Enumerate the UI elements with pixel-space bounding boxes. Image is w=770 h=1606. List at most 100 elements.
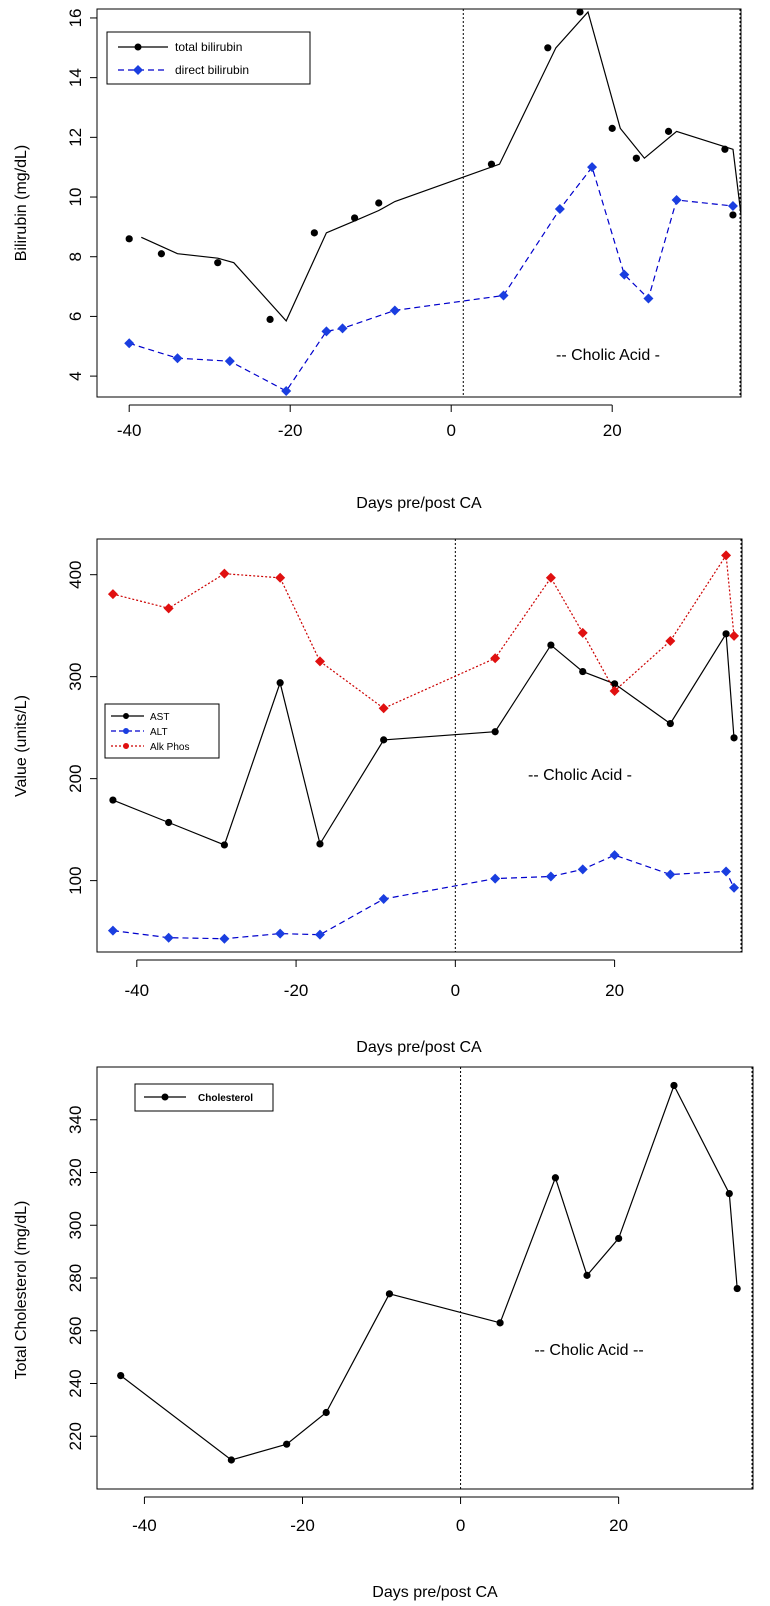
data-point-total-bilirubin <box>266 315 274 323</box>
cholic-acid-annotation: -- Cholic Acid - <box>528 767 632 784</box>
data-point-cholesterol <box>670 1081 678 1090</box>
series-line-total-bilirubin <box>141 10 742 322</box>
data-point-alt <box>378 893 389 904</box>
data-point-direct-bilirubin <box>389 305 400 316</box>
cholesterol-panel: 220 240 260 280 300 320 340 -40 -20 0 20 -- Choli… <box>13 1066 754 1601</box>
x-tick-label: -20 <box>284 981 309 1000</box>
data-point-cholesterol <box>725 1190 733 1198</box>
data-point-ast <box>547 641 555 649</box>
data-point-total-bilirubin <box>664 127 673 135</box>
y-tick-label: 16 <box>66 8 85 27</box>
data-point-alt <box>545 871 556 882</box>
y-tick-label: 4 <box>66 371 85 380</box>
legend-marker-direct-bilirubin <box>133 65 143 75</box>
plot-frame-bilirubin <box>96 8 742 398</box>
data-point-alt <box>219 933 230 944</box>
data-point-alt <box>275 928 286 939</box>
data-point-ast <box>730 734 738 742</box>
y-axis-title: Total Cholesterol (mg/dL) <box>13 1201 30 1380</box>
legend-marker-alt <box>123 728 129 734</box>
data-point-cholesterol <box>551 1174 560 1182</box>
legend-box <box>106 31 311 85</box>
x-tick-label: -20 <box>290 1516 315 1535</box>
series-line-alt <box>112 854 735 940</box>
data-point-cholesterol <box>615 1234 623 1243</box>
y-tick-label: 6 <box>66 312 85 321</box>
x-axis-title: Days pre/post CA <box>356 495 482 512</box>
y-tick-label: 200 <box>66 764 85 792</box>
data-point-alt <box>665 869 676 880</box>
data-point-direct-bilirubin <box>337 323 348 334</box>
y-tick-label: 8 <box>66 252 85 261</box>
y-axis-title: Value (units/L) <box>13 695 30 797</box>
legend-marker-alk-phos <box>123 743 129 749</box>
cholic-acid-annotation: -- Cholic Acid - <box>556 347 660 364</box>
series-line-alk-phos <box>112 553 735 709</box>
y-tick-label: 300 <box>66 1211 85 1239</box>
legend-label-total-bilirubin: total bilirubin <box>175 40 242 54</box>
legend-label-ast: AST <box>150 712 169 723</box>
legend-label-alt: ALT <box>150 727 168 738</box>
data-point-total-bilirubin <box>576 8 584 16</box>
data-point-ast <box>722 630 730 638</box>
data-point-total-bilirubin <box>310 229 318 237</box>
data-point-cholesterol <box>322 1408 330 1417</box>
legend-marker-cholesterol <box>161 1093 169 1101</box>
data-point-cholesterol <box>385 1290 394 1298</box>
y-axis-title: Bilirubin (mg/dL) <box>13 145 30 261</box>
bilirubin-series <box>124 8 742 397</box>
y-axis-bilirubin: 4 6 8 10 12 14 16 <box>66 8 97 381</box>
data-point-alk-phos <box>275 572 286 583</box>
y-tick-label: 340 <box>66 1106 85 1134</box>
x-tick-label: -40 <box>132 1516 157 1535</box>
plot-frame-cholesterol <box>96 1066 754 1490</box>
data-point-alk-phos <box>378 703 389 714</box>
data-point-direct-bilirubin <box>498 290 509 301</box>
data-point-ast <box>610 680 619 688</box>
bilirubin-panel: 4 6 8 10 12 14 16 -40 -20 0 20 -- Cholic Acid - D… <box>13 8 742 512</box>
data-point-direct-bilirubin <box>124 338 135 349</box>
y-axis-cholesterol: 220 240 260 280 300 320 340 <box>66 1106 97 1450</box>
x-axis-cholesterol: -40 -20 0 20 <box>132 1496 628 1535</box>
x-axis-enzymes: -40 -20 0 20 <box>125 959 624 1000</box>
data-point-total-bilirubin <box>375 199 383 207</box>
data-point-alk-phos <box>577 627 588 638</box>
data-point-total-bilirubin <box>351 214 359 222</box>
y-tick-label: 240 <box>66 1369 85 1397</box>
data-point-alk-phos <box>665 635 676 646</box>
data-point-alt <box>163 932 174 943</box>
data-point-ast <box>276 679 284 687</box>
data-point-alt <box>721 866 732 877</box>
data-point-alk-phos <box>163 603 174 614</box>
data-point-alt <box>107 925 118 936</box>
y-tick-label: 12 <box>66 128 85 147</box>
data-point-total-bilirubin <box>125 235 133 243</box>
data-point-alk-phos <box>219 568 230 579</box>
data-point-cholesterol <box>496 1319 504 1327</box>
x-tick-label: 20 <box>609 1516 628 1535</box>
data-point-alk-phos <box>545 572 556 583</box>
y-axis-enzymes: 100 200 300 400 <box>66 561 97 895</box>
cholesterol-series <box>117 1081 741 1464</box>
legend-label-direct-bilirubin: direct bilirubin <box>175 63 249 77</box>
data-point-ast <box>579 667 587 676</box>
x-axis-title: Days pre/post CA <box>356 1039 482 1056</box>
data-point-alt <box>609 850 620 861</box>
data-point-alk-phos <box>729 630 740 641</box>
data-point-ast <box>380 736 388 744</box>
y-tick-label: 400 <box>66 561 85 589</box>
y-tick-label: 280 <box>66 1264 85 1292</box>
data-point-total-bilirubin <box>608 124 616 132</box>
plot-frame-enzymes <box>96 538 743 953</box>
data-point-total-bilirubin <box>729 211 737 219</box>
cholic-acid-annotation: -- Cholic Acid -- <box>534 1342 643 1359</box>
data-point-ast <box>491 728 499 736</box>
data-point-alk-phos <box>609 685 620 696</box>
data-point-direct-bilirubin <box>321 326 332 337</box>
data-point-ast <box>109 796 117 804</box>
series-line-direct-bilirubin <box>129 165 734 392</box>
x-axis-bilirubin: -40 -20 0 20 <box>117 404 622 440</box>
data-point-total-bilirubin <box>544 44 552 52</box>
data-point-direct-bilirubin <box>172 353 183 364</box>
data-point-cholesterol <box>283 1440 291 1448</box>
